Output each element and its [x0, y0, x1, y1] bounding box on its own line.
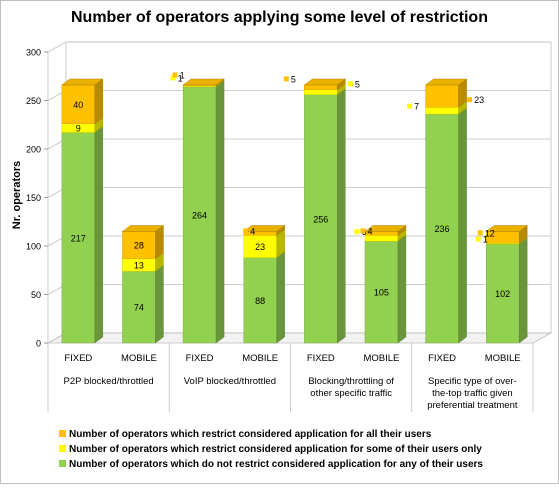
data-label: 4 — [367, 226, 372, 236]
bar-segment — [122, 225, 164, 260]
bar-segment — [61, 126, 104, 344]
group-label: VoIP blocked/throttled — [184, 376, 276, 387]
bar-segment — [364, 234, 407, 344]
y-tick-label: 300 — [26, 48, 41, 58]
bar-segment — [425, 100, 467, 115]
data-label: 5 — [355, 79, 360, 89]
data-label: 40 — [73, 100, 83, 110]
y-axis-label: Nr. operators — [11, 161, 23, 229]
x-tick-label: FIXED — [64, 353, 92, 364]
data-label: 7 — [414, 102, 419, 112]
group-label: P2P blocked/throttled — [64, 376, 154, 387]
y-tick-label: 150 — [26, 193, 41, 203]
bar-top — [243, 225, 286, 232]
data-label: 28 — [134, 241, 144, 251]
data-label: 12 — [485, 228, 495, 238]
x-tick-label: MOBILE — [363, 353, 399, 364]
data-label: 4 — [250, 226, 255, 236]
x-tick-label: FIXED — [186, 353, 214, 364]
data-label: 13 — [134, 260, 144, 270]
bar-segment — [425, 78, 467, 108]
data-label: 236 — [435, 224, 450, 234]
label-marker — [172, 72, 178, 78]
bar-segment — [485, 237, 528, 344]
label-marker — [283, 76, 289, 82]
label-marker — [170, 75, 176, 81]
x-tick-label: MOBILE — [485, 353, 521, 364]
data-label: 9 — [76, 124, 81, 134]
legend-label: Number of operators which restrict consi… — [69, 444, 482, 455]
y-tick-label: 0 — [36, 339, 41, 349]
y-tick-label: 250 — [26, 96, 41, 106]
bar-top — [61, 78, 104, 86]
x-tick-label: MOBILE — [121, 353, 157, 364]
grid-layer: 0 50 100 150 200 250 300 — [26, 41, 553, 349]
bar-top — [121, 225, 165, 232]
labels-layer: 2179407413282641188234256551056423672310… — [71, 70, 510, 312]
bar-segment — [425, 107, 467, 344]
x-tick-label: MOBILE — [242, 353, 278, 364]
data-label: 105 — [374, 288, 389, 298]
x-tick-label: FIXED — [307, 353, 335, 364]
label-marker — [475, 236, 481, 242]
gridline — [47, 41, 551, 53]
label-marker — [360, 228, 366, 234]
data-label: 217 — [71, 233, 86, 243]
data-label: 1 — [483, 235, 488, 245]
group-label: the-top traffic given — [432, 388, 513, 399]
legend-swatch — [59, 460, 66, 467]
y-tick-label: 200 — [26, 145, 41, 155]
bar-top — [182, 78, 225, 86]
bar-top — [364, 225, 407, 232]
label-marker — [243, 228, 249, 234]
bar-top — [485, 225, 528, 232]
data-label: 23 — [255, 242, 265, 252]
bar-segment — [243, 251, 285, 344]
chart-title: Number of operators applying some level … — [71, 9, 488, 26]
y-tick-label: 100 — [26, 242, 41, 252]
bar-top — [303, 78, 346, 86]
x-tick-label: FIXED — [428, 353, 456, 364]
label-marker — [407, 103, 413, 109]
group-label: Specific type of over- — [428, 376, 517, 387]
group-label: preferential treatment — [427, 400, 518, 411]
legend-label: Number of operators which restrict consi… — [69, 429, 432, 440]
legend-entry: Number of operators which restrict consi… — [59, 444, 482, 455]
group-label: Blocking/throttling of — [308, 376, 394, 387]
data-label: 5 — [291, 74, 296, 84]
data-label: 1 — [180, 70, 185, 80]
data-label: 102 — [495, 289, 510, 299]
data-label: 74 — [134, 303, 144, 313]
label-marker — [347, 81, 353, 87]
label-marker — [354, 229, 360, 235]
data-label: 256 — [313, 214, 328, 224]
group-label: other specific traffic — [310, 388, 392, 399]
legend-entry: Number of operators which restrict consi… — [59, 429, 432, 440]
legend: Number of operators which restrict consi… — [59, 429, 483, 470]
data-label: 88 — [255, 296, 265, 306]
data-label: 264 — [192, 210, 207, 220]
label-marker — [477, 230, 483, 236]
bar-segment — [61, 78, 104, 125]
bar-segment — [182, 80, 225, 344]
bar-segment — [304, 88, 346, 344]
y-tick-label: 50 — [31, 290, 41, 300]
bar-segment — [122, 264, 164, 344]
x-axis: FIXED MOBILE FIXED MOBILE FIXED MOBILE FIXED MO… — [47, 343, 534, 412]
legend-entry: Number of operators which do not restric… — [59, 459, 483, 470]
bar-segment — [243, 228, 285, 259]
label-marker — [467, 97, 473, 103]
bars-layer — [61, 78, 528, 344]
bar-top — [424, 78, 468, 86]
legend-swatch — [59, 430, 66, 437]
data-label: 23 — [474, 95, 484, 105]
data-label: 1 — [178, 73, 183, 83]
legend-label: Number of operators which do not restric… — [69, 459, 483, 470]
legend-swatch — [59, 445, 66, 452]
